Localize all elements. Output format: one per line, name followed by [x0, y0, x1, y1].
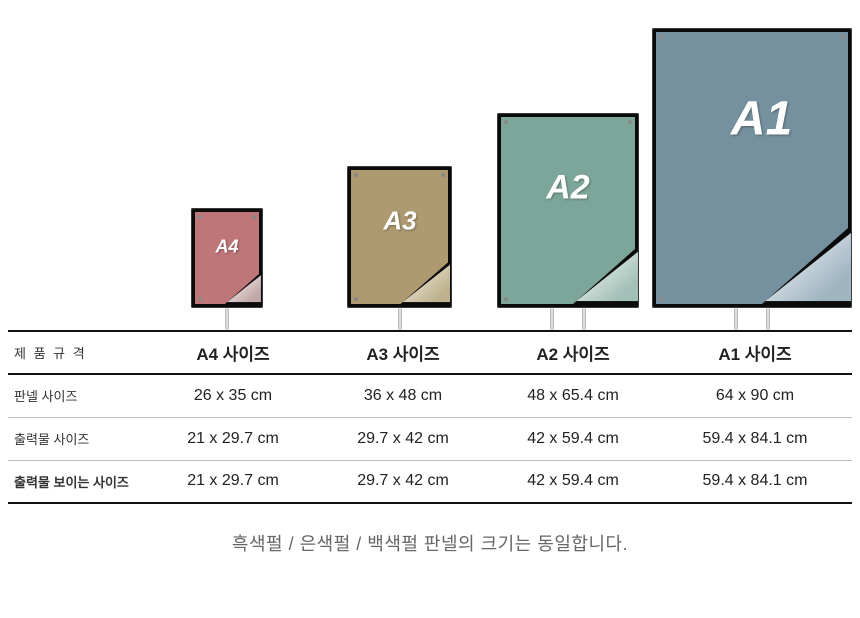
cell: 21 x 29.7 cm	[148, 417, 318, 460]
footer-note: 흑색펄 / 은색펄 / 백색펄 판넬의 크기는 동일합니다.	[0, 530, 860, 556]
table-row: 출력물 보이는 사이즈 21 x 29.7 cm 29.7 x 42 cm 42…	[8, 460, 852, 503]
panel-col-a4: A4	[138, 0, 316, 330]
row-label: 출력물 보이는 사이즈	[8, 460, 148, 503]
table-header-row: 제 품 규 격 A4 사이즈 A3 사이즈 A2 사이즈 A1 사이즈	[8, 331, 852, 374]
panel-label-a4: A4	[215, 236, 238, 257]
row-label: 판넬 사이즈	[8, 374, 148, 417]
cell: 59.4 x 84.1 cm	[658, 417, 852, 460]
cell: 26 x 35 cm	[148, 374, 318, 417]
header-a3: A3 사이즈	[318, 331, 488, 374]
panel-label-a2: A2	[546, 169, 589, 208]
header-spec: 제 품 규 격	[8, 331, 148, 374]
stand-pole	[550, 308, 586, 330]
header-a2: A2 사이즈	[488, 331, 658, 374]
table-row: 판넬 사이즈 26 x 35 cm 36 x 48 cm 48 x 65.4 c…	[8, 374, 852, 417]
cell: 21 x 29.7 cm	[148, 460, 318, 503]
panel-a1: A1	[652, 28, 852, 308]
header-a1: A1 사이즈	[658, 331, 852, 374]
cell: 42 x 59.4 cm	[488, 460, 658, 503]
panel-a2: A2	[497, 113, 639, 308]
cell: 59.4 x 84.1 cm	[658, 460, 852, 503]
stand-pole	[398, 308, 402, 330]
panel-a3: A3	[347, 166, 452, 308]
panel-label-a1: A1	[731, 92, 792, 147]
panel-a4: A4	[191, 208, 263, 308]
cell: 29.7 x 42 cm	[318, 417, 488, 460]
stand-pole	[225, 308, 229, 330]
panel-col-a1: A1	[652, 0, 852, 330]
stand-pole	[734, 308, 770, 330]
panel-label-a3: A3	[383, 205, 416, 236]
spec-table: 제 품 규 격 A4 사이즈 A3 사이즈 A2 사이즈 A1 사이즈 판넬 사…	[8, 330, 852, 504]
cell: 48 x 65.4 cm	[488, 374, 658, 417]
table-row: 출력물 사이즈 21 x 29.7 cm 29.7 x 42 cm 42 x 5…	[8, 417, 852, 460]
cell: 42 x 59.4 cm	[488, 417, 658, 460]
header-a4: A4 사이즈	[148, 331, 318, 374]
panel-col-a3: A3	[316, 0, 484, 330]
cell: 64 x 90 cm	[658, 374, 852, 417]
cell: 36 x 48 cm	[318, 374, 488, 417]
panels-illustration: A4 A3 A2 A1	[0, 0, 860, 330]
panel-col-a2: A2	[484, 0, 652, 330]
cell: 29.7 x 42 cm	[318, 460, 488, 503]
row-label: 출력물 사이즈	[8, 417, 148, 460]
